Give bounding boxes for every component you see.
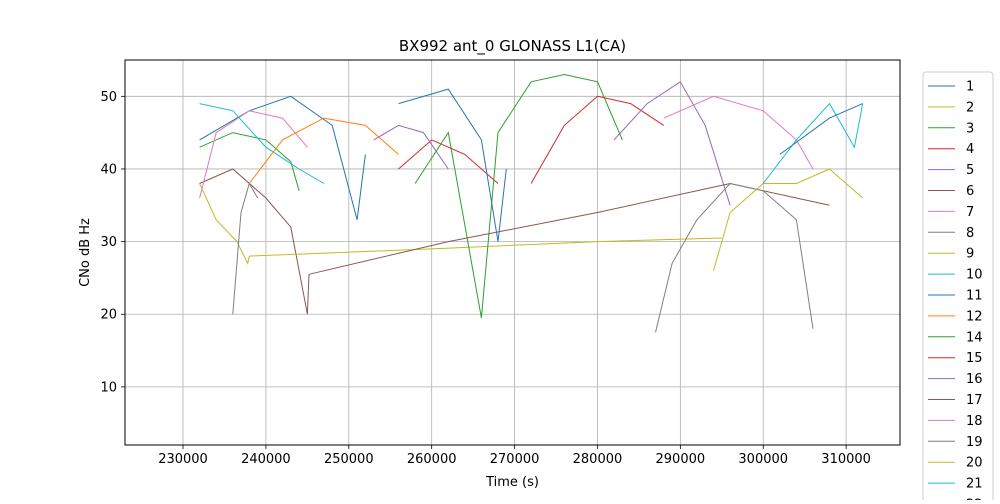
legend-label: 7 (966, 205, 974, 220)
legend-label: 8 (966, 226, 974, 241)
series-line-20 (713, 168, 864, 271)
x-tick-label: 250000 (324, 452, 374, 467)
y-tick-label: 10 (100, 380, 117, 395)
y-tick-label: 40 (100, 162, 117, 177)
series-line-5 (373, 124, 449, 170)
series-line-22 (779, 103, 863, 155)
series-line-12 (248, 117, 399, 184)
y-axis-label: CNo dB Hz (78, 218, 93, 287)
y-tick-label: 20 (100, 308, 117, 323)
x-tick-label: 300000 (738, 452, 788, 467)
legend-label: 5 (966, 163, 974, 178)
legend: 123456789101112141516171819202122 (922, 71, 994, 504)
legend-label: 6 (966, 184, 974, 199)
chart-title: BX992 ant_0 GLONASS L1(CA) (399, 37, 626, 56)
legend-label: 16 (966, 372, 983, 387)
x-tick-label: 230000 (158, 452, 208, 467)
series-line-3 (199, 132, 300, 191)
y-tick-label: 50 (100, 90, 117, 105)
legend-label: 3 (966, 121, 974, 136)
legend-label: 12 (966, 309, 983, 324)
axes-frame (124, 59, 901, 446)
series-line-21 (762, 102, 864, 184)
legend-label: 4 (966, 142, 974, 157)
series-line-9 (249, 237, 722, 257)
legend-label: 18 (966, 414, 983, 429)
series-line-8 (232, 182, 259, 315)
legend-label: 2 (966, 100, 974, 115)
legend-label: 9 (966, 247, 974, 262)
series-line-14 (414, 73, 623, 318)
legend-label: 11 (966, 289, 983, 304)
series-line-15 (530, 95, 665, 184)
x-axis-label: Time (s) (485, 475, 539, 490)
legend-label: 19 (966, 435, 983, 450)
series-line-1 (199, 95, 366, 220)
y-tick-label: 30 (100, 235, 117, 250)
series-line-16 (613, 81, 731, 206)
legend-label: 10 (966, 268, 983, 283)
x-tick-label: 260000 (407, 452, 457, 467)
legend-label: 15 (966, 351, 983, 366)
series-line-7 (199, 110, 308, 199)
x-axis-ticks: 230000 240000 250000 260000 270000 280000 2900… (158, 445, 871, 467)
y-axis-ticks: 10 20 30 40 50 (100, 90, 125, 395)
legend-box (922, 71, 994, 504)
series-line-10 (199, 103, 325, 184)
series-line-11 (398, 88, 507, 242)
x-tick-label: 280000 (573, 452, 623, 467)
x-tick-label: 270000 (490, 452, 540, 467)
legend-label: 1 (966, 80, 974, 95)
x-tick-label: 290000 (656, 452, 706, 467)
series-line-17 (308, 182, 830, 275)
legend-label: 17 (966, 393, 983, 408)
plot-area (199, 73, 864, 333)
series-line-2 (199, 183, 250, 265)
series-line-4 (398, 139, 499, 184)
grid-lines (125, 60, 900, 445)
legend-label: 21 (966, 477, 983, 492)
legend-label: 20 (966, 456, 983, 471)
series-line-6 (199, 168, 310, 315)
series-line-19 (655, 182, 814, 333)
series-line-18 (663, 95, 814, 170)
x-tick-label: 240000 (241, 452, 291, 467)
legend-label: 14 (966, 330, 983, 345)
x-tick-label: 310000 (821, 452, 871, 467)
